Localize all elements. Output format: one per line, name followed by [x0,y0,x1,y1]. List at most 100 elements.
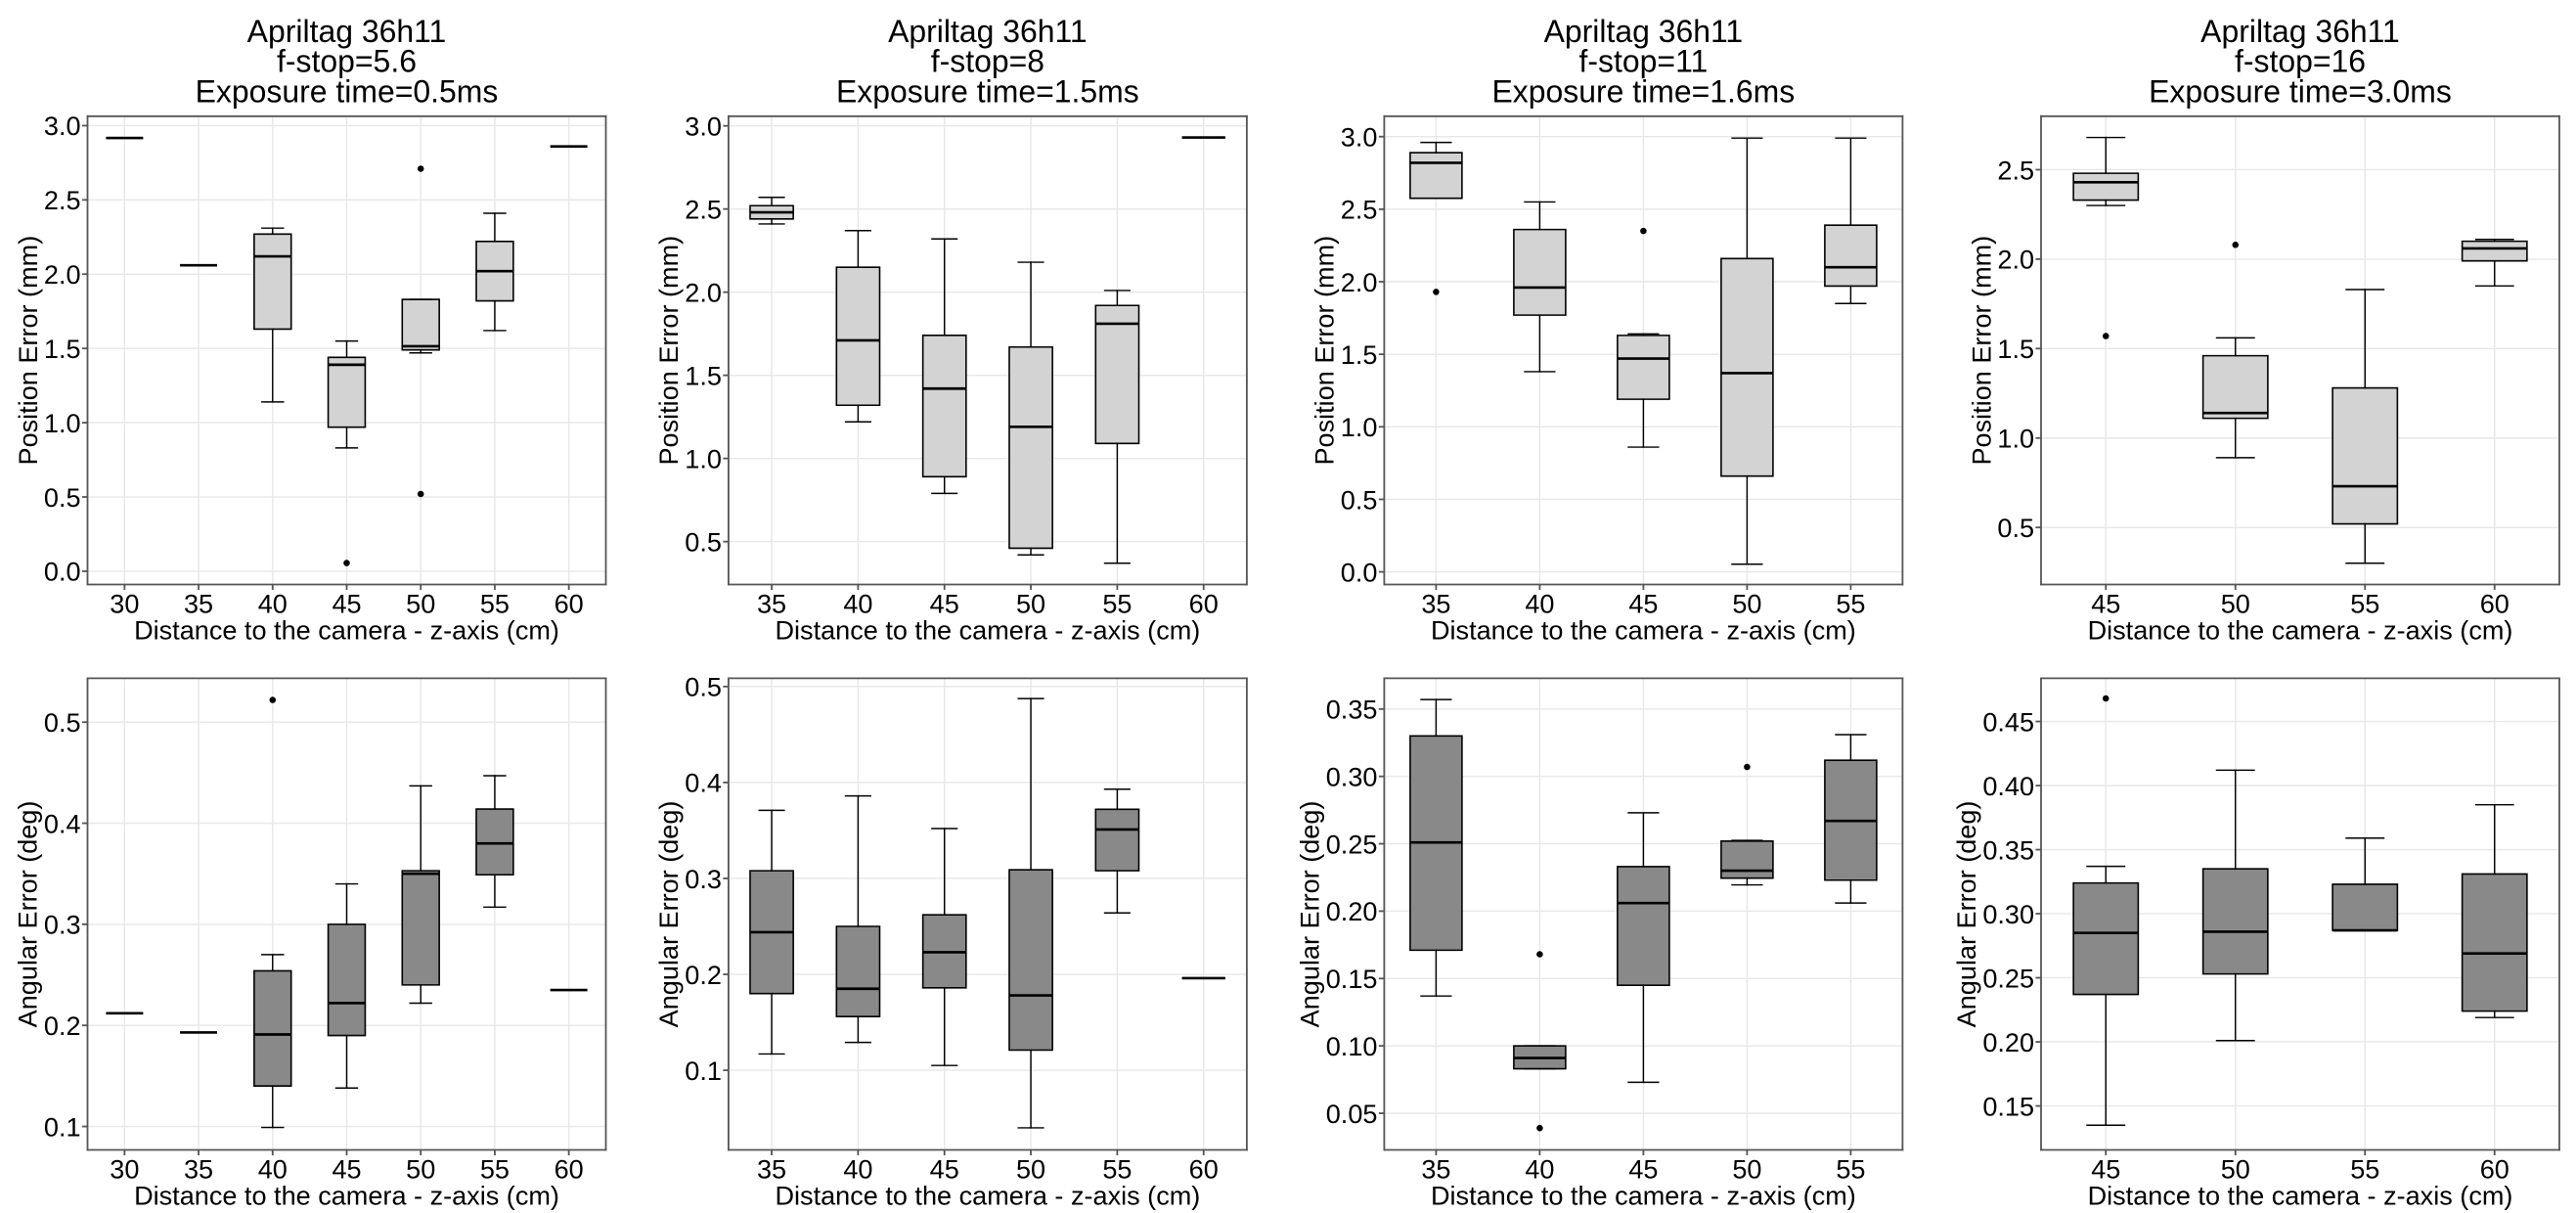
svg-text:55: 55 [1836,589,1865,619]
svg-text:45: 45 [332,1154,361,1185]
svg-text:Apriltag 36h11: Apriltag 36h11 [247,14,447,49]
svg-text:45: 45 [2091,589,2120,619]
svg-text:45: 45 [332,589,361,619]
svg-text:30: 30 [110,589,139,619]
svg-text:50: 50 [1016,589,1045,619]
svg-text:0.40: 0.40 [1982,771,2034,801]
svg-text:2.0: 2.0 [685,277,722,307]
svg-text:45: 45 [1628,1154,1658,1185]
svg-text:0.5: 0.5 [685,672,722,702]
svg-text:1.5: 1.5 [1341,339,1378,370]
svg-text:40: 40 [258,589,288,619]
svg-text:Exposure time=0.5ms: Exposure time=0.5ms [196,74,499,110]
svg-text:45: 45 [930,1154,959,1185]
svg-text:3.0: 3.0 [685,111,722,141]
svg-text:2.5: 2.5 [1997,155,2034,185]
svg-text:2.0: 2.0 [1341,267,1378,297]
svg-text:55: 55 [1102,589,1132,619]
svg-text:0.1: 0.1 [44,1111,81,1142]
svg-text:55: 55 [2350,1154,2379,1185]
svg-text:55: 55 [480,589,510,619]
svg-text:50: 50 [406,1154,435,1185]
svg-text:50: 50 [1732,1154,1761,1185]
svg-text:2.5: 2.5 [1341,195,1378,225]
svg-text:3.0: 3.0 [44,111,81,141]
svg-text:Distance to the camera - z-axi: Distance to the camera - z-axis (cm) [2088,1180,2513,1210]
svg-text:Distance to the camera - z-axi: Distance to the camera - z-axis (cm) [1431,614,1856,645]
svg-text:Distance to the camera - z-axi: Distance to the camera - z-axis (cm) [775,614,1200,645]
svg-text:35: 35 [1421,1154,1450,1185]
svg-text:0.25: 0.25 [1326,829,1378,859]
svg-text:35: 35 [1421,589,1450,619]
svg-text:Exposure time=3.0ms: Exposure time=3.0ms [2149,74,2452,110]
svg-text:40: 40 [843,1154,872,1185]
svg-text:Position Error (mm): Position Error (mm) [13,236,43,466]
svg-text:2.5: 2.5 [685,194,722,224]
svg-text:0.5: 0.5 [44,707,81,738]
svg-text:Apriltag 36h11: Apriltag 36h11 [2200,14,2400,49]
svg-text:0.3: 0.3 [44,910,81,940]
svg-text:2.0: 2.0 [1997,245,2034,275]
svg-text:Distance to the camera - z-axi: Distance to the camera - z-axis (cm) [2088,614,2513,645]
svg-text:0.5: 0.5 [1997,513,2034,543]
svg-text:Angular Error (deg): Angular Error (deg) [13,801,43,1028]
svg-text:Position Error (mm): Position Error (mm) [1966,236,1996,466]
svg-text:0.35: 0.35 [1982,834,2034,865]
svg-text:45: 45 [930,589,959,619]
svg-text:30: 30 [110,1154,139,1185]
svg-text:40: 40 [843,589,872,619]
svg-text:60: 60 [555,589,584,619]
svg-text:0.25: 0.25 [1982,963,2034,993]
svg-text:40: 40 [1525,1154,1554,1185]
svg-text:0.20: 0.20 [1326,896,1378,926]
svg-text:55: 55 [2350,589,2379,619]
svg-text:50: 50 [1732,589,1761,619]
svg-text:0.5: 0.5 [44,482,81,513]
svg-text:Distance to the camera - z-axi: Distance to the camera - z-axis (cm) [1431,1180,1856,1210]
svg-text:f-stop=11: f-stop=11 [1579,44,1709,79]
svg-text:0.4: 0.4 [685,768,722,798]
svg-text:0.4: 0.4 [44,808,81,838]
svg-text:Position Error (mm): Position Error (mm) [653,236,684,466]
svg-text:35: 35 [184,1154,213,1185]
svg-text:1.0: 1.0 [44,408,81,438]
svg-text:1.5: 1.5 [44,334,81,364]
svg-text:0.20: 0.20 [1982,1027,2034,1057]
svg-text:0.5: 0.5 [1341,484,1378,515]
svg-text:60: 60 [1189,589,1219,619]
svg-text:0.15: 0.15 [1982,1091,2034,1121]
svg-text:0.1: 0.1 [685,1056,722,1086]
svg-text:Angular Error (deg): Angular Error (deg) [1951,801,1981,1028]
svg-text:0.3: 0.3 [685,864,722,894]
svg-text:Exposure time=1.5ms: Exposure time=1.5ms [836,74,1139,110]
svg-text:f-stop=16: f-stop=16 [2235,44,2366,79]
svg-text:2.5: 2.5 [44,185,81,215]
svg-text:Position Error (mm): Position Error (mm) [1310,236,1340,466]
svg-text:3.0: 3.0 [1341,122,1378,153]
svg-text:60: 60 [2480,1154,2509,1185]
svg-text:Distance to the camera - z-axi: Distance to the camera - z-axis (cm) [775,1180,1200,1210]
svg-text:50: 50 [1016,1154,1045,1185]
svg-text:f-stop=8: f-stop=8 [931,44,1044,79]
svg-text:1.0: 1.0 [1997,424,2034,454]
svg-text:0.0: 0.0 [1341,557,1378,587]
svg-text:40: 40 [258,1154,288,1185]
svg-text:0.30: 0.30 [1326,761,1378,791]
svg-text:Distance to the camera - z-axi: Distance to the camera - z-axis (cm) [134,614,559,645]
svg-text:Distance to the camera - z-axi: Distance to the camera - z-axis (cm) [134,1180,559,1210]
svg-text:0.2: 0.2 [685,960,722,990]
svg-text:35: 35 [757,1154,786,1185]
svg-text:Angular Error (deg): Angular Error (deg) [653,801,684,1028]
svg-text:0.15: 0.15 [1326,964,1378,994]
svg-text:1.5: 1.5 [685,360,722,390]
svg-text:60: 60 [2480,589,2509,619]
svg-text:0.05: 0.05 [1326,1099,1378,1129]
svg-text:60: 60 [1189,1154,1219,1185]
svg-text:35: 35 [184,589,213,619]
svg-text:1.0: 1.0 [685,443,722,473]
svg-text:Angular Error (deg): Angular Error (deg) [1295,801,1325,1028]
svg-text:50: 50 [2221,589,2250,619]
svg-text:55: 55 [1102,1154,1132,1185]
svg-text:f-stop=5.6: f-stop=5.6 [277,44,417,79]
svg-text:0.5: 0.5 [685,526,722,557]
